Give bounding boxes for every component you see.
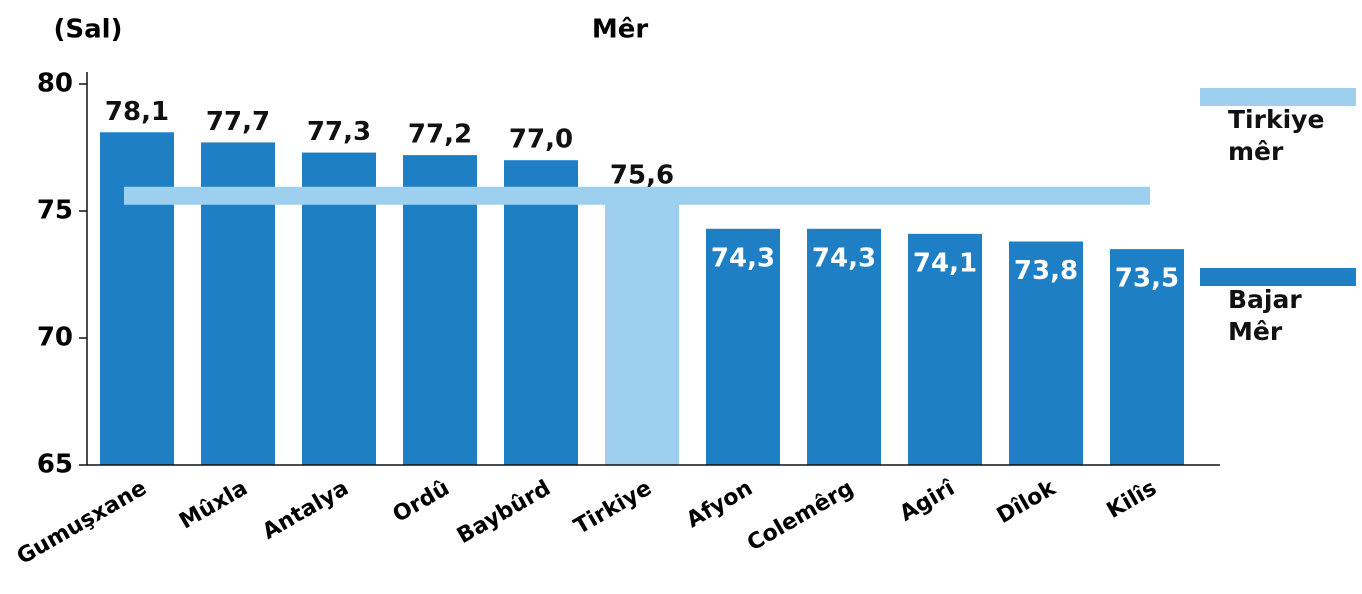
bar — [504, 160, 578, 465]
y-axis-label: (Sal) — [54, 15, 123, 45]
x-tick-label: Ordû — [389, 476, 454, 528]
value-label: 77,7 — [206, 107, 270, 137]
y-tick-label: 80 — [37, 69, 73, 99]
value-label: 74,1 — [913, 248, 977, 278]
legend-swatch — [1200, 268, 1356, 286]
x-tick-label: Gumuşxane — [13, 476, 151, 570]
chart-title: Mêr — [592, 15, 649, 45]
value-label: 77,2 — [408, 120, 472, 150]
value-label: 77,3 — [307, 117, 371, 147]
y-tick-label: 75 — [37, 196, 73, 226]
bar — [908, 233, 982, 465]
x-tick-label: Dîlok — [993, 475, 1061, 529]
value-label: 78,1 — [105, 97, 169, 127]
value-label: 75,6 — [610, 160, 674, 190]
x-tick-label: Kilîs — [1103, 476, 1161, 524]
y-tick-label: 70 — [37, 323, 73, 353]
x-tick-label: Agirî — [896, 476, 960, 527]
bar — [605, 195, 679, 465]
legend-label: Bajar Mêr — [1228, 285, 1302, 346]
bar — [1110, 249, 1184, 465]
x-tick-label: Afyon — [682, 476, 757, 534]
bar — [100, 132, 174, 465]
value-label: 73,5 — [1115, 264, 1179, 294]
x-tick-label: Colemêrg — [743, 476, 858, 557]
x-tick-label: Baybûrd — [453, 476, 555, 549]
bar — [403, 155, 477, 465]
legend-swatch — [1200, 88, 1356, 106]
legend-label: Tirkiye mêr — [1228, 105, 1325, 166]
bar — [706, 228, 780, 465]
x-tick-label: Mûxla — [175, 476, 252, 535]
bar — [1009, 241, 1083, 465]
value-label: 74,3 — [812, 243, 876, 273]
value-label: 73,8 — [1014, 256, 1078, 286]
y-tick-label: 65 — [37, 450, 73, 480]
value-label: 77,0 — [509, 125, 573, 155]
bar — [807, 228, 881, 465]
x-tick-label: Antalya — [258, 476, 353, 545]
x-tick-label: Tirkiye — [570, 476, 656, 540]
value-label: 74,3 — [711, 243, 775, 273]
